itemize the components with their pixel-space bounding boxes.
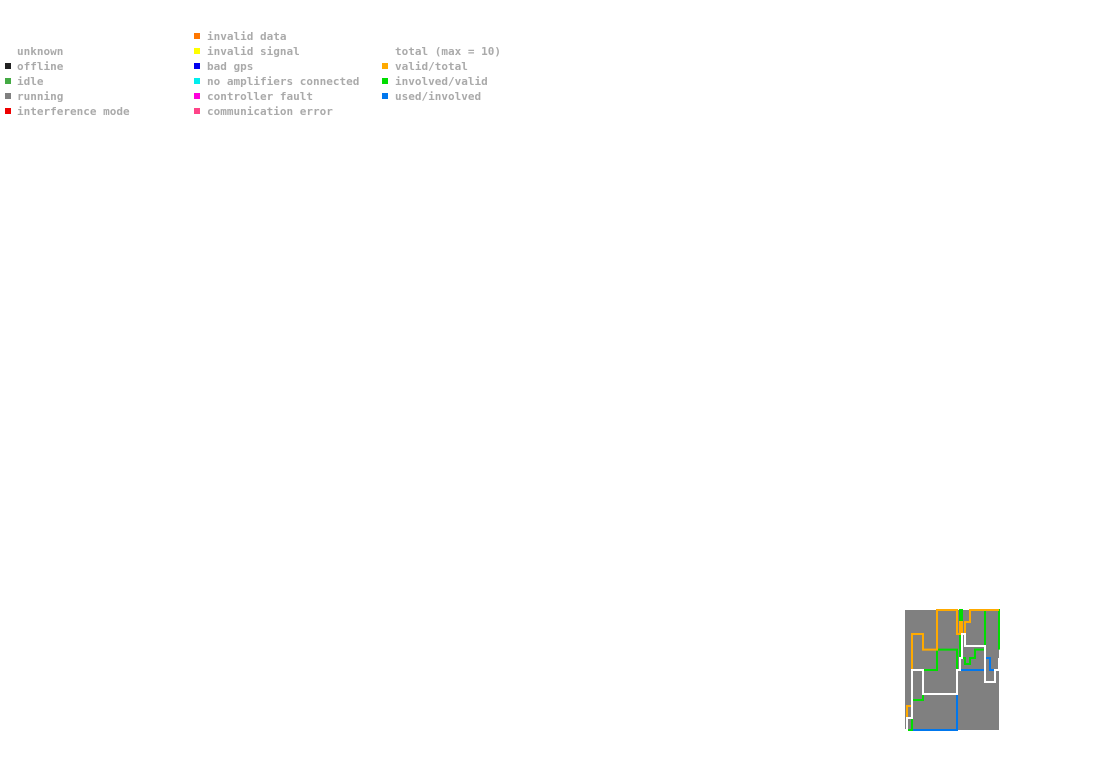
- legend-swatch: [382, 93, 388, 99]
- legend-label: idle: [17, 75, 44, 88]
- legend-swatch: [5, 48, 11, 54]
- legend-swatch: [194, 93, 200, 99]
- legend-label: no amplifiers connected: [207, 75, 359, 88]
- legend-swatch: [194, 48, 200, 54]
- legend-label: valid/total: [395, 60, 468, 73]
- series-line: [905, 609, 1000, 731]
- legend-swatch: [382, 48, 388, 54]
- legend-label: used/involved: [395, 90, 481, 103]
- legend-swatch: [194, 63, 200, 69]
- legend-label: unknown: [17, 45, 63, 58]
- legend-swatch: [5, 108, 11, 114]
- series-line: [905, 633, 1000, 731]
- series-line: [905, 609, 999, 731]
- legend-swatch: [194, 108, 200, 114]
- legend-label: invalid signal: [207, 45, 300, 58]
- legend-label: invalid data: [207, 30, 286, 43]
- legend-label: running: [17, 90, 63, 103]
- legend-label: bad gps: [207, 60, 253, 73]
- legend-swatch: [194, 78, 200, 84]
- legend-label: communication error: [207, 105, 333, 118]
- legend-swatch: [5, 78, 11, 84]
- legend-swatch: [194, 33, 200, 39]
- legend-label: offline: [17, 60, 64, 73]
- legend-swatch: [5, 63, 11, 69]
- legend-label: involved/valid: [395, 75, 488, 88]
- legend-label: total (max = 10): [395, 45, 501, 58]
- legend-swatch: [5, 93, 11, 99]
- legend-label: controller fault: [207, 90, 313, 103]
- legend-label: interference mode: [17, 105, 130, 118]
- legend-swatch: [382, 63, 388, 69]
- legend-swatch: [382, 78, 388, 84]
